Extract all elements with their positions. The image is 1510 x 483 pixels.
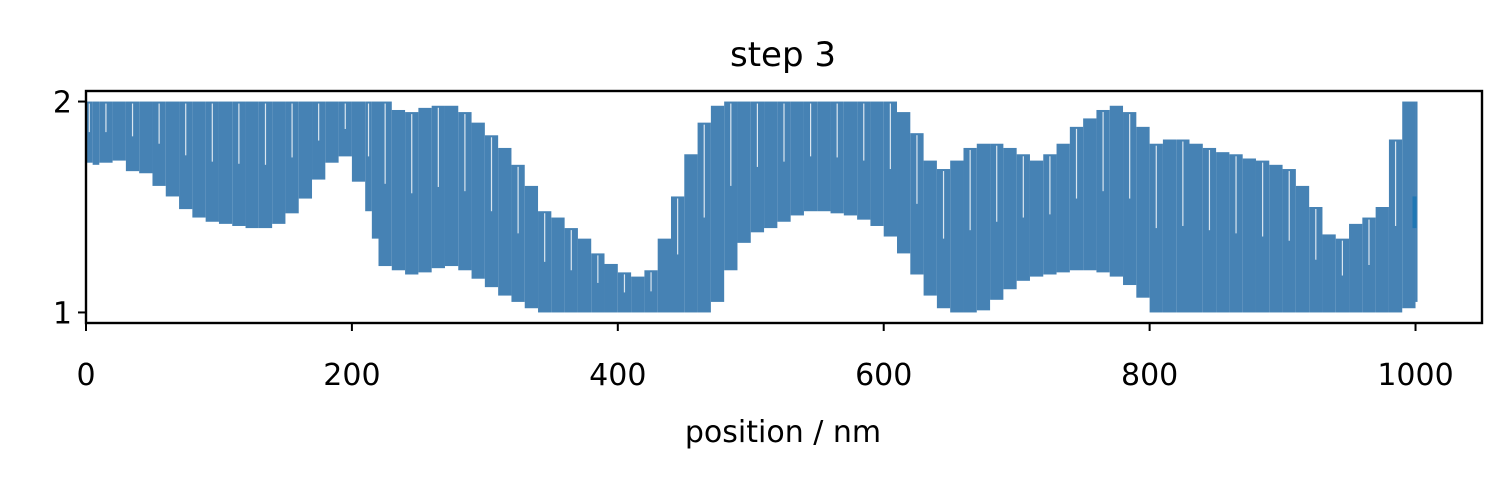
data-segment [272,101,286,224]
x-tick-label: 600 [855,358,912,393]
data-segment [1242,158,1256,313]
chart-title: step 3 [730,35,836,75]
y-tick-label: 1 [53,296,72,331]
data-segment [604,263,618,313]
data-segment [976,143,991,311]
x-tick-label: 1000 [1377,358,1453,393]
x-axis-label: position / nm [685,415,881,450]
data-segment [1162,139,1177,313]
data-segment [218,101,233,224]
data-segment [817,101,831,212]
x-axis: 0 200 400 600 800 1000 [76,323,1454,393]
data-segment [897,112,911,254]
data-segment [710,105,725,302]
data-segment [1189,143,1203,313]
plot-frame [84,89,1484,325]
data-segment [843,101,858,216]
plot-data-layer [86,101,1418,313]
y-axis: 12 [53,86,86,331]
x-tick-label: 0 [76,358,95,393]
data-segment [764,101,778,229]
data-segment [298,101,313,199]
data-segment [524,185,539,309]
x-tick-label: 200 [323,358,380,393]
data-segment [444,105,459,267]
data-segment [371,101,379,239]
data-segment [351,101,366,182]
data-segment [378,101,392,267]
data-segment [551,217,565,313]
data-segment [498,147,512,296]
data-segment [1216,152,1230,313]
data-segment [245,101,259,229]
data-segment [418,107,432,273]
data-segment [1295,185,1310,313]
data-segment [112,101,126,161]
y-tick-label: 2 [53,86,72,121]
data-segment [1056,143,1070,273]
data-segment [471,122,485,279]
data-segment [684,154,698,313]
data-segment [1123,112,1137,286]
data-segment [1349,223,1363,313]
data-segment [1083,118,1097,271]
data-segment [950,160,964,313]
data-segment [165,101,180,197]
data-segment [1109,105,1124,277]
data-segment [139,101,153,174]
data-segment [1402,101,1416,309]
data-segment [923,160,937,296]
data-segment [92,101,100,165]
data-segment [1029,160,1044,277]
data-segment [1269,164,1283,313]
data-segment [577,238,592,313]
data-segment [737,101,751,243]
data-segment [657,238,671,313]
data-segment [631,276,645,313]
data-segment [790,101,804,216]
x-tick-label: 400 [589,358,646,393]
data-segment [1003,147,1017,290]
data-segment [1375,207,1389,313]
data-segment [1136,126,1150,298]
data-segment [1322,234,1336,313]
data-segment [870,101,884,226]
data-segment [1335,238,1350,313]
data-segment [391,109,406,271]
data-segment [192,101,206,218]
x-tick-label: 800 [1121,358,1178,393]
data-segment [325,101,339,163]
